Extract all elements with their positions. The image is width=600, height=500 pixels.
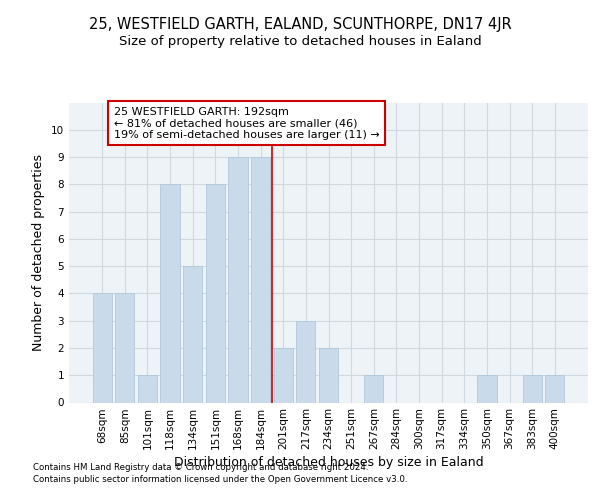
Bar (364, 375, 383, 402)
Bar (251, 157, 270, 402)
Y-axis label: Number of detached properties: Number of detached properties (32, 154, 46, 351)
Text: Contains HM Land Registry data © Crown copyright and database right 2024.: Contains HM Land Registry data © Crown c… (33, 462, 368, 471)
Text: Size of property relative to detached houses in Ealand: Size of property relative to detached ho… (119, 35, 481, 48)
Bar (160, 184, 180, 402)
Bar (92, 294, 112, 403)
Bar (319, 348, 338, 403)
Bar (274, 348, 293, 403)
Text: 25 WESTFIELD GARTH: 192sqm
← 81% of detached houses are smaller (46)
19% of semi: 25 WESTFIELD GARTH: 192sqm ← 81% of deta… (113, 106, 379, 140)
Bar (183, 266, 202, 402)
Bar (545, 375, 565, 402)
Bar (206, 184, 225, 402)
Bar (229, 157, 248, 402)
Bar (296, 320, 316, 402)
Text: 25, WESTFIELD GARTH, EALAND, SCUNTHORPE, DN17 4JR: 25, WESTFIELD GARTH, EALAND, SCUNTHORPE,… (89, 18, 511, 32)
X-axis label: Distribution of detached houses by size in Ealand: Distribution of detached houses by size … (173, 456, 484, 469)
Bar (115, 294, 134, 403)
Bar (477, 375, 497, 402)
Bar (138, 375, 157, 402)
Bar (523, 375, 542, 402)
Text: Contains public sector information licensed under the Open Government Licence v3: Contains public sector information licen… (33, 475, 407, 484)
